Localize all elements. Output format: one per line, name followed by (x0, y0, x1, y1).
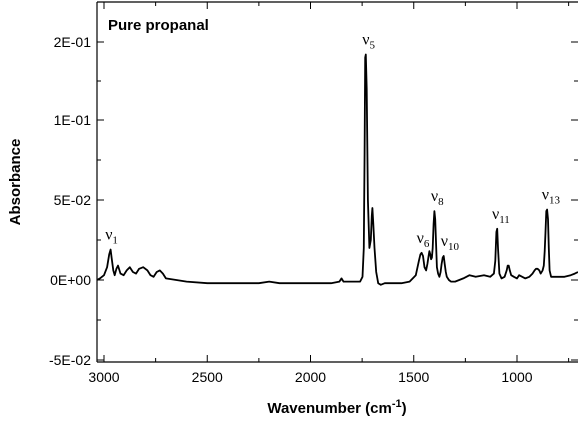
x-tick-label: 3000 (88, 369, 119, 385)
x-axis: 3000 2500 2000 1500 1000 (88, 2, 570, 385)
series-layer (96, 53, 578, 286)
x-axis-title-end: ) (402, 400, 407, 417)
y-tick-label: 0E+00 (50, 272, 91, 288)
peak-annotations: ν1 ν5 ν6 ν8 ν10 ν11 ν13 (105, 31, 560, 253)
peak-label-v1: ν1 (105, 227, 118, 247)
x-tick-label: 2000 (295, 369, 326, 385)
x-tick-label: 1000 (501, 369, 532, 385)
peak-label-v10: ν10 (441, 233, 460, 253)
x-tick-label: 1500 (398, 369, 429, 385)
y-tick-label: 5E-02 (54, 192, 92, 208)
plot-frame (96, 1, 578, 363)
spectrum-line (96, 53, 578, 286)
peak-label-v5: ν5 (362, 31, 375, 51)
x-axis-title: Wavenumber (cm-1) (267, 398, 406, 417)
y-axis-title: Absorbance (7, 139, 24, 226)
x-tick-label: 2500 (192, 369, 223, 385)
y-axis: -5E-02 0E+00 5E-02 1E-01 2E-01 (49, 1, 578, 368)
x-axis-title-main: Wavenumber (cm (267, 400, 391, 417)
y-tick-label: 2E-01 (54, 34, 92, 50)
peak-label-v8: ν8 (431, 188, 444, 208)
y-tick-label: -5E-02 (49, 352, 91, 368)
peak-label-v11: ν11 (492, 206, 510, 226)
peak-label-v13: ν13 (542, 187, 561, 207)
y-tick-label: 1E-01 (54, 112, 92, 128)
peak-label-v6: ν6 (417, 230, 430, 250)
chart-title: Pure propanal (108, 17, 209, 34)
x-axis-title-superscript: -1 (392, 398, 402, 410)
